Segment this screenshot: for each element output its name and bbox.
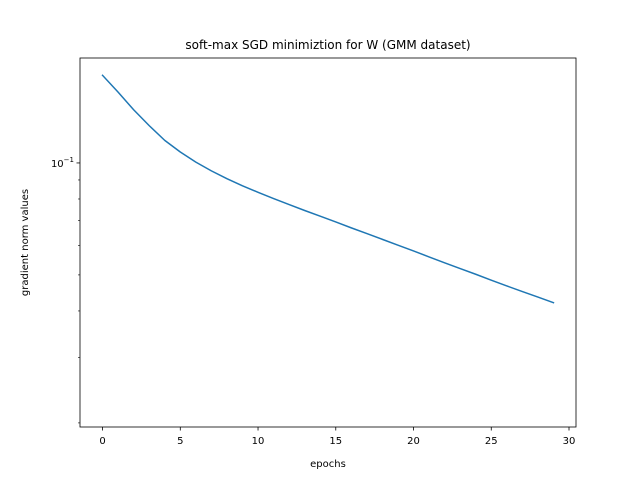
x-tick-label-20: 20 [407, 436, 420, 447]
chart-title: soft-max SGD minimiztion for W (GMM data… [185, 38, 470, 52]
x-tick-label-25: 25 [485, 436, 498, 447]
x-tick-label-10: 10 [252, 436, 265, 447]
y-axis-label: gradient norm values [20, 189, 31, 296]
x-tick-label-30: 30 [563, 436, 576, 447]
y-tick-label-base: 10 [51, 159, 64, 170]
y-tick-label: 10−1 [51, 156, 74, 170]
axes-frame [79, 57, 577, 428]
y-tick-label-exponent: −1 [64, 156, 74, 164]
plot-area [80, 58, 576, 427]
x-axis-label: epochs [310, 459, 346, 470]
series-line-0 [101, 74, 555, 304]
x-tick-label-15: 15 [329, 436, 342, 447]
x-tick-label-0: 0 [99, 436, 105, 447]
x-tick-label-5: 5 [177, 436, 183, 447]
